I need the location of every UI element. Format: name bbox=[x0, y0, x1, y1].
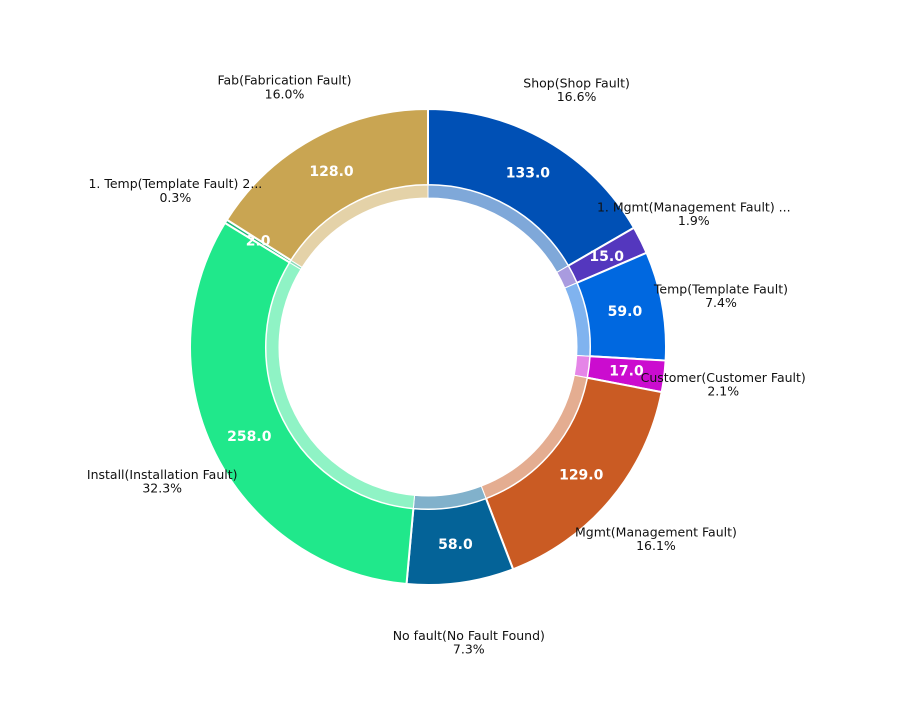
category-label-shop-shop-fault: Shop(Shop Fault) 16.6% bbox=[523, 75, 630, 104]
value-label-1-temp-template-fault-2: 2.0 bbox=[246, 233, 271, 249]
value-label-no-fault-no-fault-found: 58.0 bbox=[438, 537, 473, 553]
inner-slice-customer-customer-fault bbox=[573, 354, 591, 379]
category-label-temp-template-fault: Temp(Template Fault) 7.4% bbox=[653, 281, 788, 310]
category-label-1-temp-template-fault-2: 1. Temp(Template Fault) 2... 0.3% bbox=[88, 176, 262, 205]
value-label-1-mgmt-management-fault: 15.0 bbox=[589, 249, 624, 265]
donut-category-labels: Shop(Shop Fault) 16.6% 1. Mgmt(Management … bbox=[87, 73, 806, 657]
value-label-install-installation-fault: 258.0 bbox=[227, 429, 272, 445]
inner-slice-fab-fabrication-fault bbox=[290, 184, 429, 269]
category-label-1-mgmt-management-fault: 1. Mgmt(Management Fault) ... 1.9% bbox=[597, 199, 791, 228]
value-label-customer-customer-fault: 17.0 bbox=[609, 364, 644, 380]
category-label-fab-fabrication-fault: Fab(Fabrication Fault) 16.0% bbox=[217, 73, 351, 102]
slice-install-installation-fault bbox=[189, 221, 415, 586]
category-label-customer-customer-fault: Customer(Customer Fault) 2.1% bbox=[641, 370, 806, 399]
value-label-shop-shop-fault: 133.0 bbox=[506, 166, 551, 182]
value-label-fab-fabrication-fault: 128.0 bbox=[309, 164, 354, 180]
category-label-no-fault-no-fault-found: No fault(No Fault Found) 7.3% bbox=[393, 628, 545, 657]
donut-inner-ring bbox=[265, 184, 591, 510]
category-label-mgmt-management-fault: Mgmt(Management Fault) 16.1% bbox=[575, 524, 737, 553]
donut-slices bbox=[189, 107, 667, 586]
category-label-install-installation-fault: Install(Installation Fault) 32.3% bbox=[87, 467, 238, 496]
value-label-temp-template-fault: 59.0 bbox=[608, 304, 643, 320]
donut-value-labels: 133.0 15.0 59.0 17.0 129.0 58.0 258.0 2.0 128.0 bbox=[227, 164, 644, 553]
value-label-mgmt-management-fault: 129.0 bbox=[559, 468, 604, 484]
